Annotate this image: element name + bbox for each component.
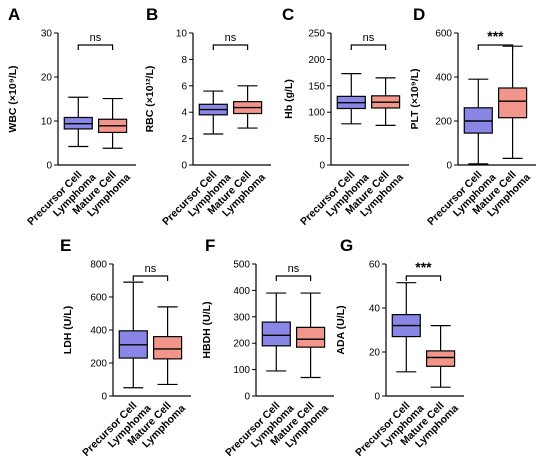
- y-tick-label: 150: [308, 81, 325, 92]
- significance-label: ns: [363, 32, 375, 44]
- y-tick-label: 40: [369, 304, 381, 315]
- y-tick-label: 0: [46, 161, 52, 172]
- box-mature: [426, 325, 456, 388]
- y-tick-label: 400: [233, 286, 250, 297]
- y-tick-label: 50: [314, 134, 326, 145]
- y-tick-label: 0: [446, 161, 452, 172]
- y-tick-label: 600: [435, 29, 452, 40]
- y-tick-label: 2: [181, 134, 187, 145]
- y-tick-label: 100: [308, 108, 325, 119]
- y-tick-label: 0: [244, 392, 250, 403]
- y-tick-label: 10: [41, 117, 53, 128]
- significance-bracket: [350, 44, 387, 50]
- significance-label: ns: [288, 263, 300, 275]
- y-tick-label: 800: [90, 260, 107, 271]
- y-tick-label: 0: [181, 161, 187, 172]
- significance-bracket: [212, 44, 249, 50]
- y-axis-label: RBC (×10¹²/L): [144, 66, 156, 133]
- y-tick-label: 400: [435, 73, 452, 84]
- y-tick-label: 6: [181, 81, 187, 92]
- panel-letter: A: [8, 5, 20, 24]
- significance-bracket: [405, 275, 442, 281]
- panel-letter: D: [413, 5, 425, 24]
- box-precursor: [391, 282, 421, 373]
- significance-label: ns: [145, 263, 157, 275]
- y-axis-label: Hb (g/L): [283, 79, 295, 119]
- panel-letter: C: [282, 5, 294, 24]
- y-tick-label: 250: [308, 29, 325, 40]
- y-axis-label: ADA (U/L): [335, 305, 347, 354]
- y-tick-label: 600: [90, 293, 107, 304]
- iqr-box: [153, 336, 183, 360]
- y-tick-label: 200: [233, 339, 250, 350]
- y-tick-label: 100: [233, 365, 250, 376]
- box-precursor: [198, 90, 228, 135]
- y-tick-label: 20: [369, 348, 381, 359]
- iqr-box: [261, 321, 291, 347]
- box-precursor: [63, 96, 93, 148]
- panel-letter: G: [340, 236, 353, 255]
- box-precursor: [463, 78, 493, 165]
- y-tick-label: 200: [435, 117, 452, 128]
- panel-letter: B: [146, 5, 158, 24]
- significance-label: ns: [90, 32, 102, 44]
- y-axis-label: PLT (×10⁹/L): [409, 68, 421, 129]
- significance-label: ns: [225, 32, 237, 44]
- box-mature: [498, 45, 528, 159]
- y-tick-label: 60: [369, 260, 381, 271]
- iqr-box: [296, 326, 326, 348]
- box-mature: [296, 292, 326, 379]
- y-axis-label: LDH (U/L): [62, 306, 74, 354]
- box-precursor: [336, 73, 366, 125]
- y-tick-label: 4: [181, 108, 187, 119]
- y-tick-label: 0: [101, 392, 107, 403]
- significance-bracket: [77, 44, 114, 50]
- significance-label: ***: [415, 259, 432, 275]
- iqr-box: [498, 87, 528, 119]
- y-tick-label: 20: [41, 73, 53, 84]
- y-tick-label: 10: [176, 29, 188, 40]
- box-mature: [97, 97, 128, 149]
- significance-bracket: [132, 275, 169, 281]
- y-tick-label: 8: [181, 55, 187, 66]
- significance-label: ***: [487, 28, 504, 44]
- y-tick-label: 200: [90, 359, 107, 370]
- y-tick-label: 300: [233, 312, 250, 323]
- significance-bracket: [275, 275, 312, 281]
- y-tick-label: 500: [233, 260, 250, 271]
- y-tick-label: 200: [308, 55, 325, 66]
- box-precursor: [261, 292, 291, 372]
- y-tick-label: 30: [41, 29, 53, 40]
- significance-bracket: [477, 44, 514, 50]
- panel-letter: F: [205, 236, 215, 255]
- box-mature: [153, 306, 183, 386]
- box-mature: [233, 85, 263, 129]
- y-axis-label: WBC (×10⁹/L): [7, 65, 19, 132]
- box-mature: [371, 77, 401, 127]
- iqr-box: [426, 350, 456, 367]
- y-axis-label: HBDH (U/L): [201, 301, 213, 358]
- panel-letter: E: [60, 236, 71, 255]
- box-precursor: [118, 281, 148, 389]
- y-tick-label: 0: [319, 161, 325, 172]
- y-tick-label: 400: [90, 326, 107, 337]
- y-tick-label: 0: [374, 392, 380, 403]
